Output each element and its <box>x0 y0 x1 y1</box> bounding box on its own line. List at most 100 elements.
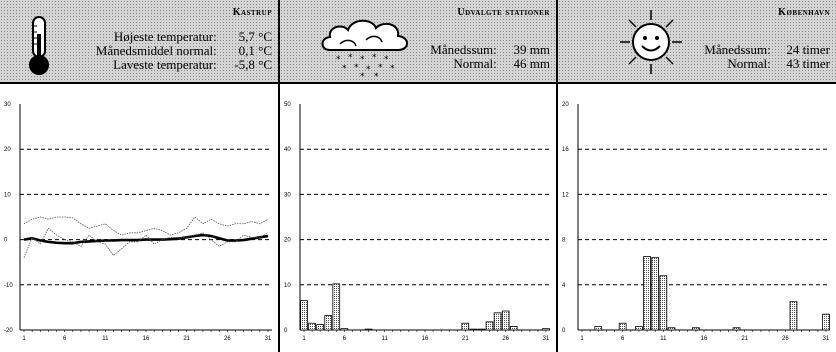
x-tick-label: 26 <box>502 336 509 342</box>
y-tick-label: -10 <box>4 283 13 289</box>
bar <box>659 275 668 331</box>
bar <box>340 328 349 331</box>
row-value: 43 timer <box>786 56 830 71</box>
sunshine-panel: København Månedssum: 24 timer Normal: 43… <box>558 0 836 352</box>
y-tick-label: 40 <box>284 147 291 153</box>
series-line-thin-dotted-upper <box>23 216 269 236</box>
series-line-thin-dotted-lower <box>23 227 269 258</box>
y-tick-label: -20 <box>4 328 13 334</box>
row-value: 46 mm <box>513 56 550 71</box>
bar <box>493 312 502 331</box>
bar <box>477 328 486 331</box>
x-tick-label: 11 <box>102 336 109 342</box>
precipitation-row-sum: Månedssum: 39 mm <box>430 43 550 57</box>
precipitation-panel: * * * * * * * * * * * * Udvalgte stationer Måned… <box>280 0 558 352</box>
sunshine-row-normal: Normal: 43 timer <box>727 57 830 71</box>
y-tick-label: 30 <box>284 192 291 198</box>
bar <box>542 328 550 331</box>
svg-text:*: * <box>374 72 379 80</box>
svg-text:*: * <box>372 53 377 63</box>
row-label: Normal: <box>727 56 771 71</box>
x-tick-label: 6 <box>343 336 347 342</box>
thermometer-icon <box>29 16 49 75</box>
bar <box>643 256 651 331</box>
bar <box>324 315 333 331</box>
row-label: Normal: <box>453 56 497 71</box>
bar <box>594 326 603 331</box>
y-tick-label: 30 <box>4 102 11 108</box>
bar <box>316 324 324 331</box>
bar <box>635 326 643 331</box>
row-label: Månedsmiddel normal: <box>95 43 217 58</box>
bar <box>509 325 518 331</box>
row-label: Laveste temperatur: <box>113 57 217 72</box>
row-label: Månedssum: <box>430 42 497 57</box>
row-label: Månedssum: <box>704 42 771 57</box>
y-tick-label: 20 <box>562 102 569 108</box>
bar <box>469 328 478 331</box>
y-tick-label: 10 <box>284 283 291 289</box>
svg-text:*: * <box>366 65 371 75</box>
x-tick-label: 26 <box>782 336 789 342</box>
bar <box>485 321 494 331</box>
x-tick-label: 21 <box>183 336 190 342</box>
bar <box>789 301 798 331</box>
y-tick-label: 12 <box>562 192 569 198</box>
bar <box>732 327 741 331</box>
y-tick-label: 8 <box>562 238 566 244</box>
bar <box>692 327 700 331</box>
y-tick-label: 50 <box>284 102 291 108</box>
sunshine-header: København Månedssum: 24 timer Normal: 43… <box>558 0 836 84</box>
bar <box>618 322 627 331</box>
svg-text:*: * <box>342 64 347 74</box>
snow-cloud-icon: * * * * ** * * * ** * <box>321 19 408 80</box>
row-value: -5,8 °C <box>234 57 272 72</box>
bar <box>332 283 341 331</box>
sunshine-row-sum: Månedssum: 24 timer <box>704 43 830 57</box>
x-tick-label: 6 <box>621 336 625 342</box>
row-value: 24 timer <box>786 42 830 57</box>
bar <box>308 322 316 331</box>
x-tick-label: 26 <box>224 336 231 342</box>
row-value: 5,7 °C <box>238 29 272 44</box>
y-tick-label: 10 <box>4 192 11 198</box>
bar <box>501 310 510 331</box>
x-tick-label: 11 <box>660 336 667 342</box>
svg-text:*: * <box>348 53 353 63</box>
temperature-row-high: Højeste temperatur: 5,7 °C <box>114 30 272 44</box>
series-line-thick <box>23 233 269 245</box>
sunshine-place: København <box>778 7 830 18</box>
y-tick-label: 0 <box>562 328 566 334</box>
y-tick-label: 0 <box>4 238 8 244</box>
precipitation-row-normal: Normal: 46 mm <box>453 57 550 71</box>
x-tick-label: 21 <box>462 336 469 342</box>
bar <box>651 257 660 331</box>
svg-text:*: * <box>384 55 389 65</box>
svg-text:*: * <box>354 63 359 73</box>
x-tick-label: 11 <box>382 336 389 342</box>
y-tick-label: 16 <box>562 147 569 153</box>
svg-text:*: * <box>360 55 365 65</box>
temperature-row-normal: Månedsmiddel normal: 0,1 °C <box>96 44 272 58</box>
svg-text:*: * <box>360 72 365 80</box>
x-tick-label: 16 <box>701 336 708 342</box>
row-label: Højeste temperatur: <box>113 29 217 44</box>
x-tick-label: 6 <box>63 336 67 342</box>
x-tick-label: 31 <box>265 336 272 342</box>
x-tick-label: 31 <box>823 336 830 342</box>
temperature-row-low: Laveste temperatur: -5,8 °C <box>113 58 272 72</box>
bar <box>667 327 676 331</box>
row-value: 0,1 °C <box>238 43 272 58</box>
x-tick-label: 1 <box>22 336 26 342</box>
bar <box>300 300 308 331</box>
temperature-header: Kastrup Højeste temperatur: 5,7 °C Måned… <box>0 0 278 84</box>
y-tick-label: 4 <box>562 283 566 289</box>
y-tick-label: 20 <box>4 147 11 153</box>
x-tick-label: 1 <box>580 336 584 342</box>
x-tick-label: 16 <box>422 336 429 342</box>
sun-icon <box>620 10 682 74</box>
svg-text:*: * <box>390 64 395 74</box>
